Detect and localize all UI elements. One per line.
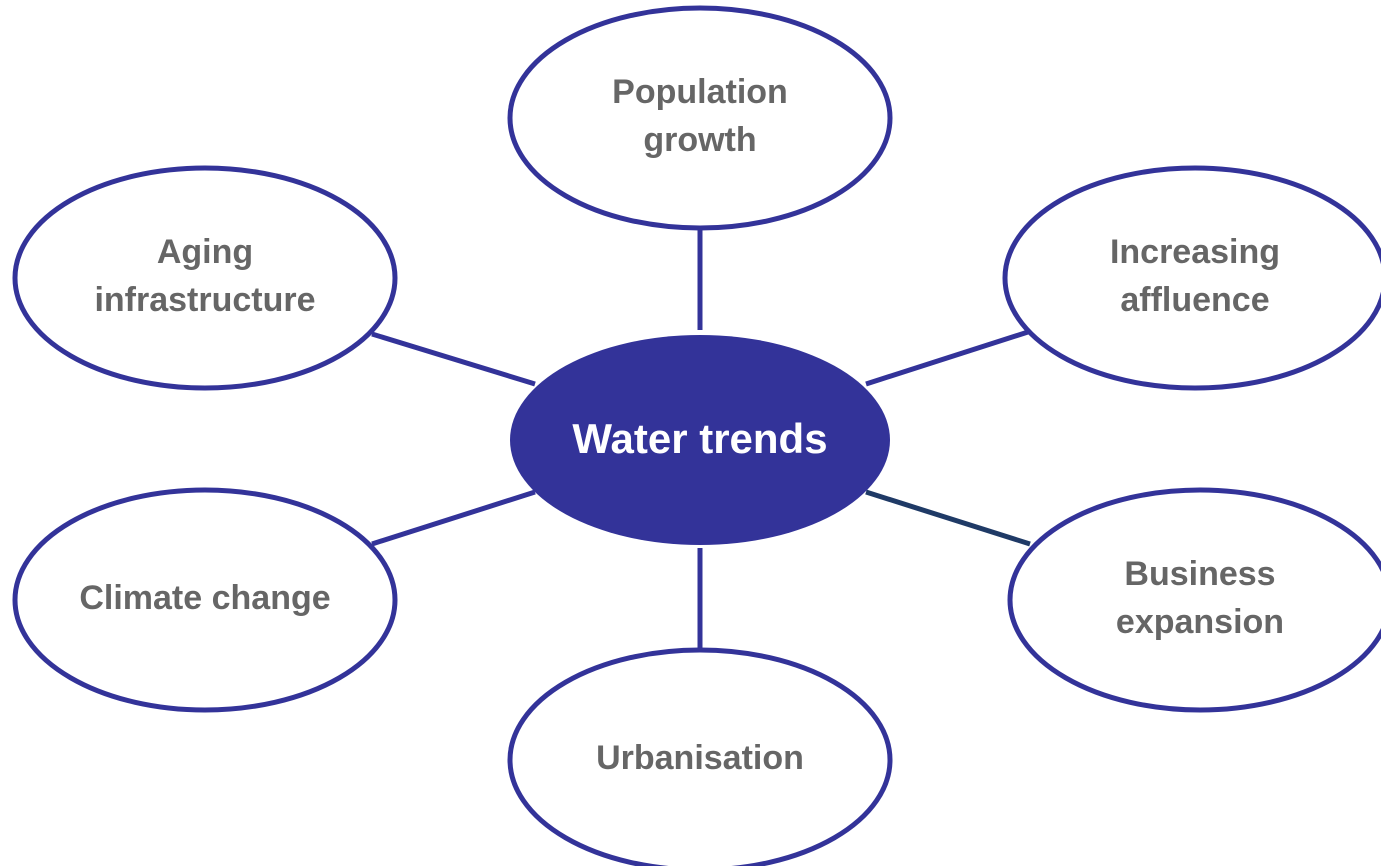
node-label: infrastructure bbox=[94, 281, 315, 319]
node-label: affluence bbox=[1120, 281, 1269, 319]
connector bbox=[865, 329, 1029, 387]
node-label: Population bbox=[612, 73, 788, 111]
nodes: Population growth Increasing affluence Busin… bbox=[12, 5, 1381, 866]
node-label: expansion bbox=[1116, 603, 1284, 641]
connectors bbox=[371, 228, 1031, 650]
node-label: Urbanisation bbox=[596, 739, 804, 777]
node-label: Aging bbox=[157, 233, 253, 271]
node bbox=[1002, 165, 1381, 391]
node-label: growth bbox=[643, 121, 756, 159]
node bbox=[12, 165, 398, 391]
node-label: Business bbox=[1124, 555, 1275, 593]
center-label: Water trends bbox=[572, 415, 827, 462]
center-node bbox=[510, 335, 890, 545]
node-label: Climate change bbox=[79, 579, 330, 617]
connector bbox=[371, 489, 536, 547]
connector bbox=[865, 489, 1031, 547]
node bbox=[507, 647, 893, 866]
connector bbox=[371, 331, 536, 387]
node bbox=[507, 5, 893, 231]
node bbox=[12, 487, 398, 713]
node-label: Increasing bbox=[1110, 233, 1280, 271]
node bbox=[1007, 487, 1381, 713]
